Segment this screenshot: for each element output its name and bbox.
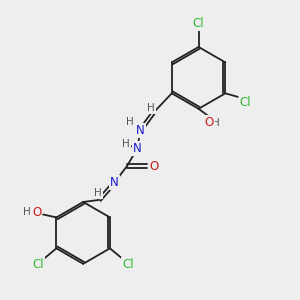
Text: H: H xyxy=(126,118,134,128)
Text: H: H xyxy=(94,188,102,198)
Text: O: O xyxy=(32,206,41,219)
Text: H: H xyxy=(212,118,220,128)
Text: Cl: Cl xyxy=(32,258,44,271)
Text: Cl: Cl xyxy=(193,17,204,31)
Text: H: H xyxy=(23,207,31,217)
Text: N: N xyxy=(133,142,142,155)
Text: N: N xyxy=(136,124,145,137)
Text: H: H xyxy=(122,139,130,149)
Text: N: N xyxy=(110,176,119,189)
Text: Cl: Cl xyxy=(122,258,134,271)
Text: H: H xyxy=(147,103,155,113)
Text: Cl: Cl xyxy=(240,96,251,109)
Text: O: O xyxy=(149,160,158,172)
Text: O: O xyxy=(205,116,214,129)
